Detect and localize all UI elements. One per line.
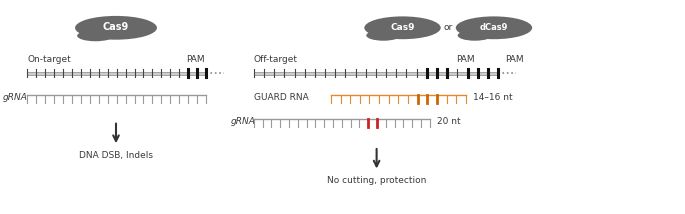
Text: 20 nt: 20 nt xyxy=(436,117,460,126)
Ellipse shape xyxy=(458,30,492,41)
Text: gRNA: gRNA xyxy=(3,93,27,102)
Text: Cas9: Cas9 xyxy=(103,22,129,32)
FancyBboxPatch shape xyxy=(27,72,206,75)
Text: Cas9: Cas9 xyxy=(390,22,415,31)
Ellipse shape xyxy=(364,16,440,39)
Ellipse shape xyxy=(75,16,157,40)
Text: No cutting, protection: No cutting, protection xyxy=(327,176,426,185)
Text: GUARD RNA: GUARD RNA xyxy=(254,93,308,102)
Ellipse shape xyxy=(456,16,532,39)
Text: On-target: On-target xyxy=(27,55,71,64)
Text: PAM: PAM xyxy=(505,55,524,64)
Text: dCas9: dCas9 xyxy=(479,22,508,31)
FancyBboxPatch shape xyxy=(254,72,498,75)
Text: DNA DSB, Indels: DNA DSB, Indels xyxy=(79,151,153,160)
Text: PAM: PAM xyxy=(456,55,475,64)
Text: 14–16 nt: 14–16 nt xyxy=(473,93,513,102)
Text: or: or xyxy=(444,23,453,32)
Text: gRNA: gRNA xyxy=(231,117,256,126)
Ellipse shape xyxy=(77,30,114,41)
Text: PAM: PAM xyxy=(186,55,205,64)
Text: Off-target: Off-target xyxy=(254,55,298,64)
Ellipse shape xyxy=(366,30,401,41)
